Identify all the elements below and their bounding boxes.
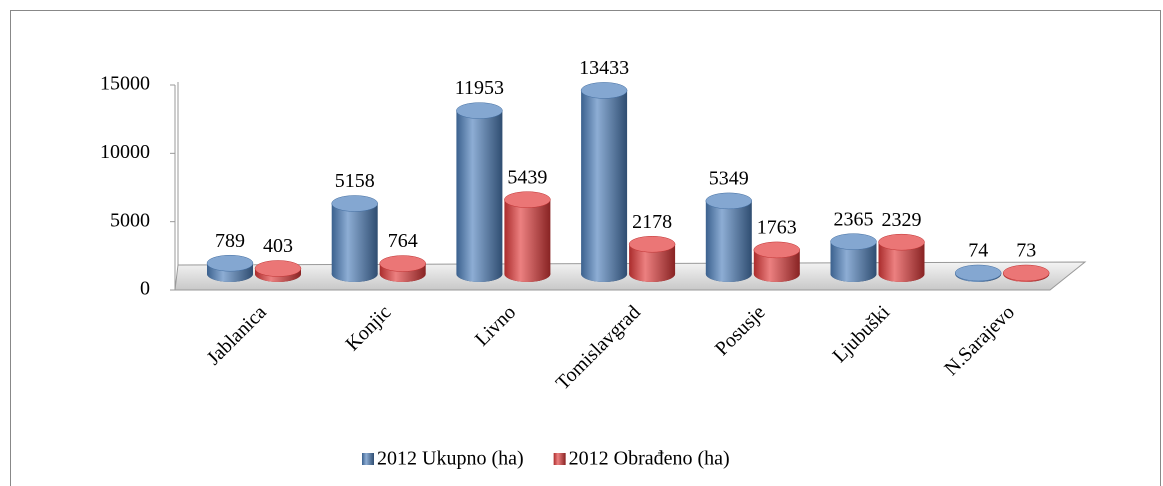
value-label: 2178: [632, 211, 672, 233]
cylinder-top: [878, 233, 925, 251]
bar: [705, 200, 752, 282]
y-tick-label: 10000: [100, 141, 150, 163]
value-label: 2365: [834, 208, 874, 230]
bar: [456, 110, 503, 282]
cylinder-top: [254, 260, 302, 277]
legend-swatch: [553, 453, 566, 465]
cylinder-top: [206, 254, 254, 272]
value-label: 5349: [709, 167, 749, 189]
cylinder-top: [954, 264, 1002, 282]
value-label: 2329: [882, 209, 922, 231]
legend-label: 2012 Obrađeno (ha): [569, 448, 730, 470]
value-label: 11953: [455, 77, 504, 99]
cylinder-top: [331, 195, 378, 212]
bar: [629, 244, 676, 282]
cylinder-top: [504, 191, 551, 208]
cylinder-top: [830, 233, 877, 250]
y-tick-label: 5000: [110, 209, 150, 231]
cylinder-top: [628, 235, 676, 253]
value-label: 73: [1016, 240, 1036, 262]
value-label: 74: [968, 240, 988, 262]
bar: [878, 242, 925, 282]
cylinder-top: [379, 255, 426, 272]
bar: [581, 90, 628, 282]
cylinder-top: [705, 192, 753, 210]
legend-swatch: [362, 453, 374, 465]
cylinder-top: [456, 102, 503, 119]
bar: [331, 203, 378, 282]
bar: [753, 249, 800, 282]
value-label: 764: [388, 230, 418, 252]
legend-label: 2012 Ukupno (ha): [377, 448, 524, 470]
value-label: 5158: [335, 170, 375, 192]
cylinder-top: [1002, 264, 1050, 282]
value-label: 403: [263, 235, 293, 257]
cylinder-top: [753, 241, 801, 259]
value-label: 1763: [757, 216, 797, 238]
bar: [830, 241, 877, 282]
y-tick-label: 0: [140, 278, 150, 300]
value-label: 789: [215, 230, 245, 252]
y-tick-label: 15000: [100, 73, 150, 95]
value-label: 13433: [579, 57, 629, 79]
value-label: 5439: [507, 166, 547, 188]
bar: [504, 199, 551, 283]
cylinder-top: [580, 82, 628, 99]
